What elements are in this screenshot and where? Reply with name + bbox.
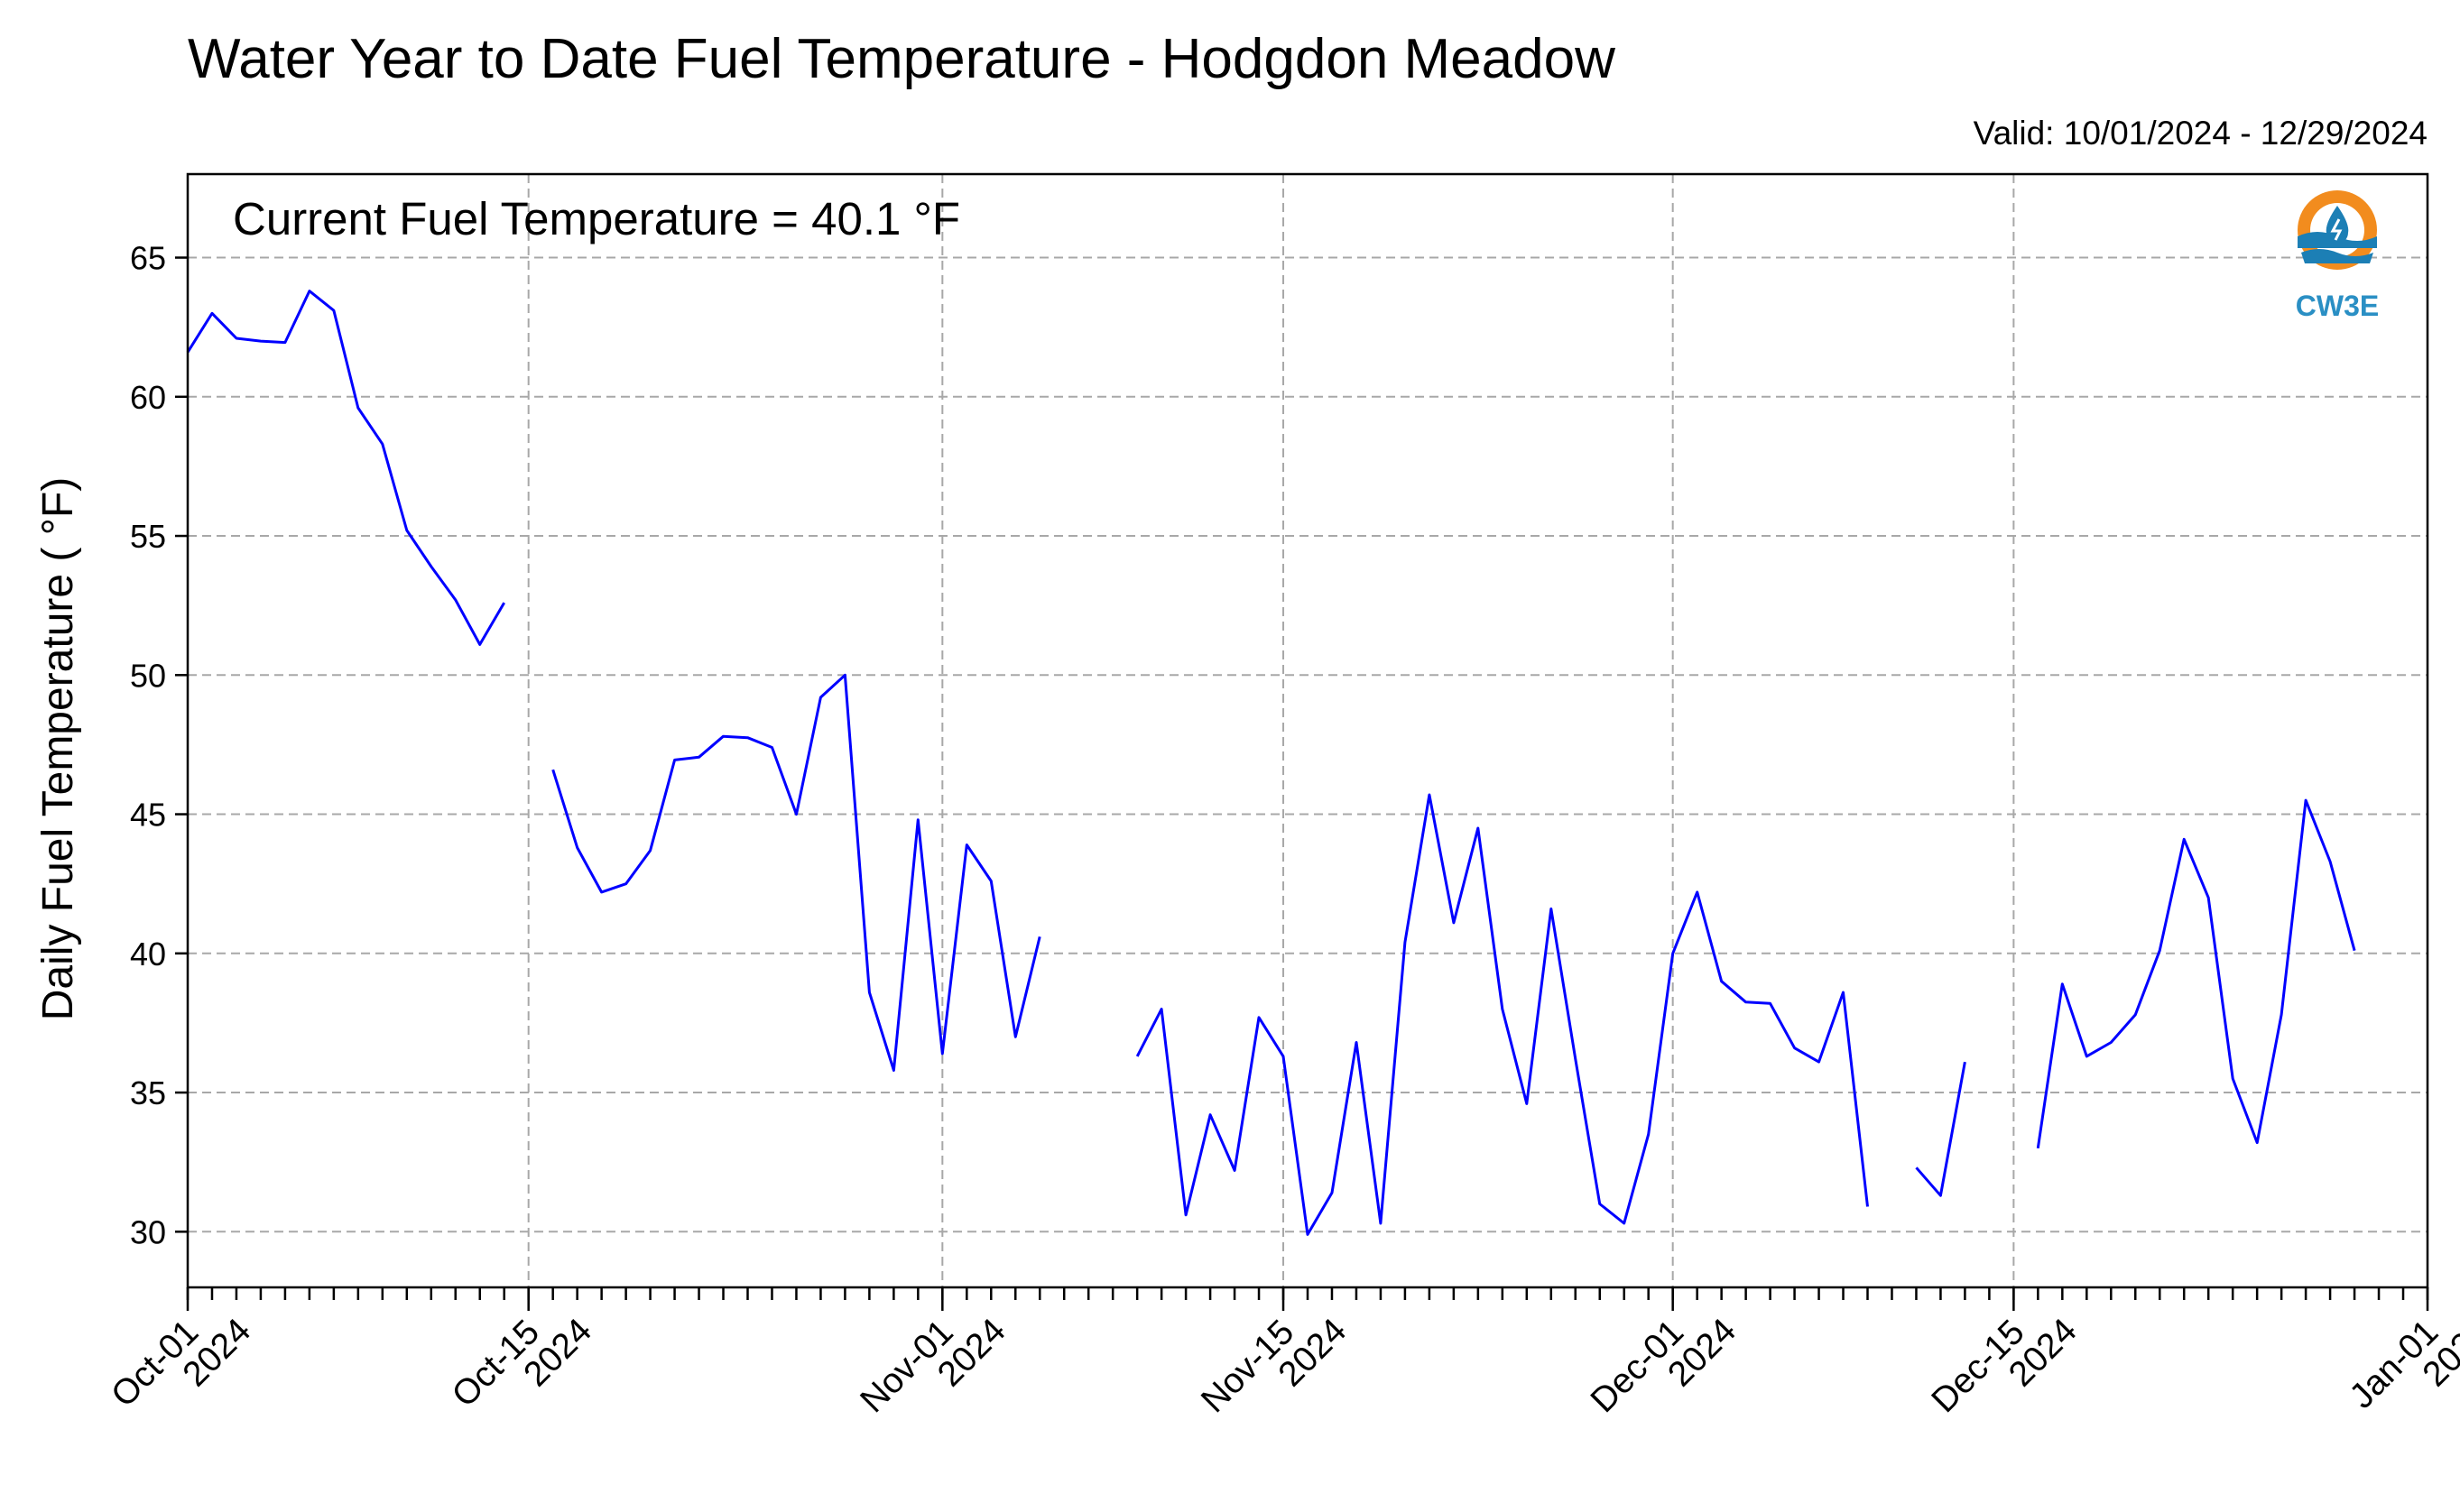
water-drop-icon xyxy=(2298,190,2377,270)
series-line-segment xyxy=(1135,793,1869,1236)
x-tick-label: Nov-012024 xyxy=(853,1286,1013,1445)
plot-area xyxy=(186,172,2429,1289)
valid-range: Valid: 10/01/2024 - 12/29/2024 xyxy=(1974,115,2428,152)
x-tick-label: Dec-012024 xyxy=(1584,1286,1743,1445)
chart-title: Water Year to Date Fuel Temperature - Ho… xyxy=(188,28,1615,90)
y-tick-label: 65 xyxy=(130,240,166,277)
y-tick-label: 45 xyxy=(130,797,166,834)
grid xyxy=(188,174,2428,1287)
y-tick-label: 30 xyxy=(130,1213,166,1250)
series-line-segment xyxy=(1915,1061,1966,1197)
y-tick-label: 35 xyxy=(130,1074,166,1111)
y-tick-label: 60 xyxy=(130,379,166,416)
axis-ticks: 30 35 40 45 50 55 60 65 Oct-012024 Oct-152024 Nov-… xyxy=(104,240,2460,1445)
y-axis-label: Daily Fuel Temperature ( °F) xyxy=(34,477,82,1020)
series-line-segment xyxy=(551,673,1041,1072)
current-fuel-temperature: Current Fuel Temperature = 40.1 °F xyxy=(233,193,960,244)
series-layer xyxy=(186,290,2356,1236)
cw3e-logo: CW3E xyxy=(2296,190,2379,322)
logo-text: CW3E xyxy=(2296,290,2379,322)
y-tick-label: 50 xyxy=(130,657,166,694)
y-tick-label: 55 xyxy=(130,518,166,555)
y-tick-label: 40 xyxy=(130,936,166,973)
x-tick-label: Oct-012024 xyxy=(104,1286,258,1440)
x-tick-label: Oct-152024 xyxy=(445,1286,599,1440)
series-line-segment xyxy=(2036,798,2356,1149)
x-tick-label: Dec-152024 xyxy=(1924,1286,2084,1445)
x-tick-label: Nov-152024 xyxy=(1194,1286,1354,1445)
series-line-segment xyxy=(186,290,505,646)
x-tick-label: Jan-012025 xyxy=(2343,1286,2460,1442)
